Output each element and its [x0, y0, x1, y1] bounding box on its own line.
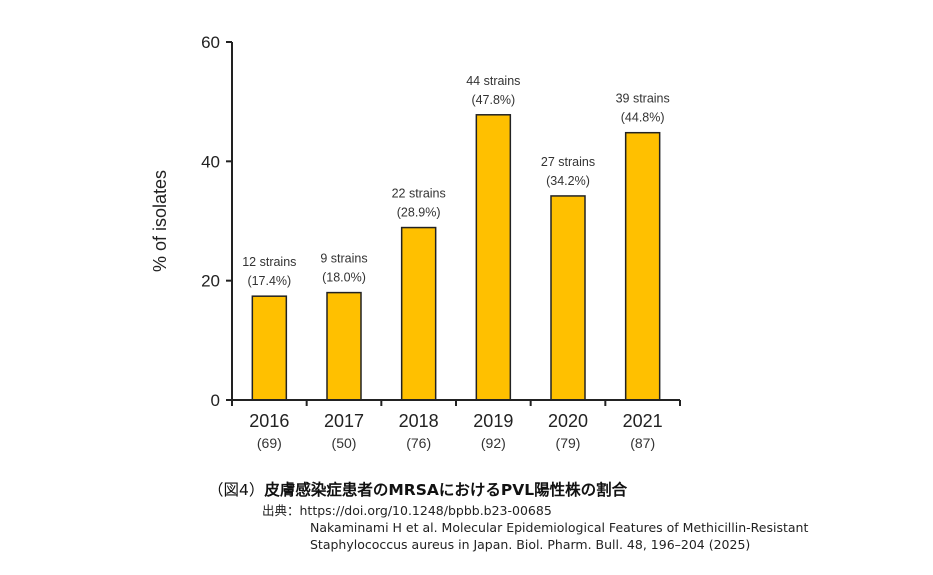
data-label-strains: 44 strains	[466, 74, 520, 88]
data-label-percent: (28.9%)	[397, 206, 441, 220]
x-category-count: (79)	[556, 435, 581, 451]
figure-title: 皮膚感染症患者のMRSAにおけるPVL陽性株の割合	[264, 481, 628, 499]
figure-number: （図4）	[208, 481, 265, 499]
x-category-label: 2018	[399, 411, 439, 431]
x-category-count: (92)	[481, 435, 506, 451]
data-label-percent: (18.0%)	[322, 271, 366, 285]
x-category-label: 2016	[249, 411, 289, 431]
y-tick-label: 20	[201, 272, 220, 291]
x-category-count: (87)	[630, 435, 655, 451]
source-reference-line-1: Nakaminami H et al. Molecular Epidemiolo…	[310, 520, 809, 535]
data-label-strains: 27 strains	[541, 155, 595, 169]
x-category-label: 2021	[623, 411, 663, 431]
y-tick-label: 60	[201, 33, 220, 52]
y-tick-label: 0	[211, 391, 220, 410]
x-category-label: 2020	[548, 411, 588, 431]
data-label-percent: (34.2%)	[546, 174, 590, 188]
x-category-count: (50)	[332, 435, 357, 451]
x-category-count: (76)	[406, 435, 431, 451]
figure-caption: （図4）皮膚感染症患者のMRSAにおけるPVL陽性株の割合	[208, 478, 627, 500]
data-label-strains: 39 strains	[616, 92, 670, 106]
x-axis: 2016 (69) 2017 (50) 2018 (76) 2019 (92) 2020 (79)…	[231, 399, 681, 451]
bar	[326, 291, 362, 401]
bars: 12 strains (17.4%) 9 strains (18.0%) 22 stra…	[242, 74, 670, 401]
y-axis: 0 20 40 60	[201, 33, 233, 410]
data-label-strains: 22 strains	[392, 187, 446, 201]
data-label-percent: (44.8%)	[621, 111, 665, 125]
bar	[400, 226, 437, 401]
bar	[475, 114, 512, 401]
source-doi: 出典：https://doi.org/10.1248/bpbb.b23-0068…	[262, 503, 552, 518]
y-tick-label: 40	[201, 152, 220, 171]
source-reference-line-2: Staphylococcus aureus in Japan. Biol. Ph…	[310, 537, 751, 552]
bar	[251, 295, 288, 401]
data-label-percent: (17.4%)	[247, 274, 291, 288]
data-label-strains: 9 strains	[320, 252, 367, 266]
bar	[624, 131, 661, 401]
data-label-strains: 12 strains	[242, 255, 296, 269]
x-category-label: 2017	[324, 411, 364, 431]
bar	[550, 195, 586, 401]
y-axis-label: % of isolates	[150, 170, 170, 272]
x-category-count: (69)	[257, 435, 282, 451]
x-category-label: 2019	[473, 411, 513, 431]
data-label-percent: (47.8%)	[471, 93, 515, 107]
source-citation: 出典：https://doi.org/10.1248/bpbb.b23-0068…	[262, 502, 808, 553]
bar-chart: 0 20 40 60 % of isolates 12 strains (17.4%) 9…	[150, 33, 681, 451]
